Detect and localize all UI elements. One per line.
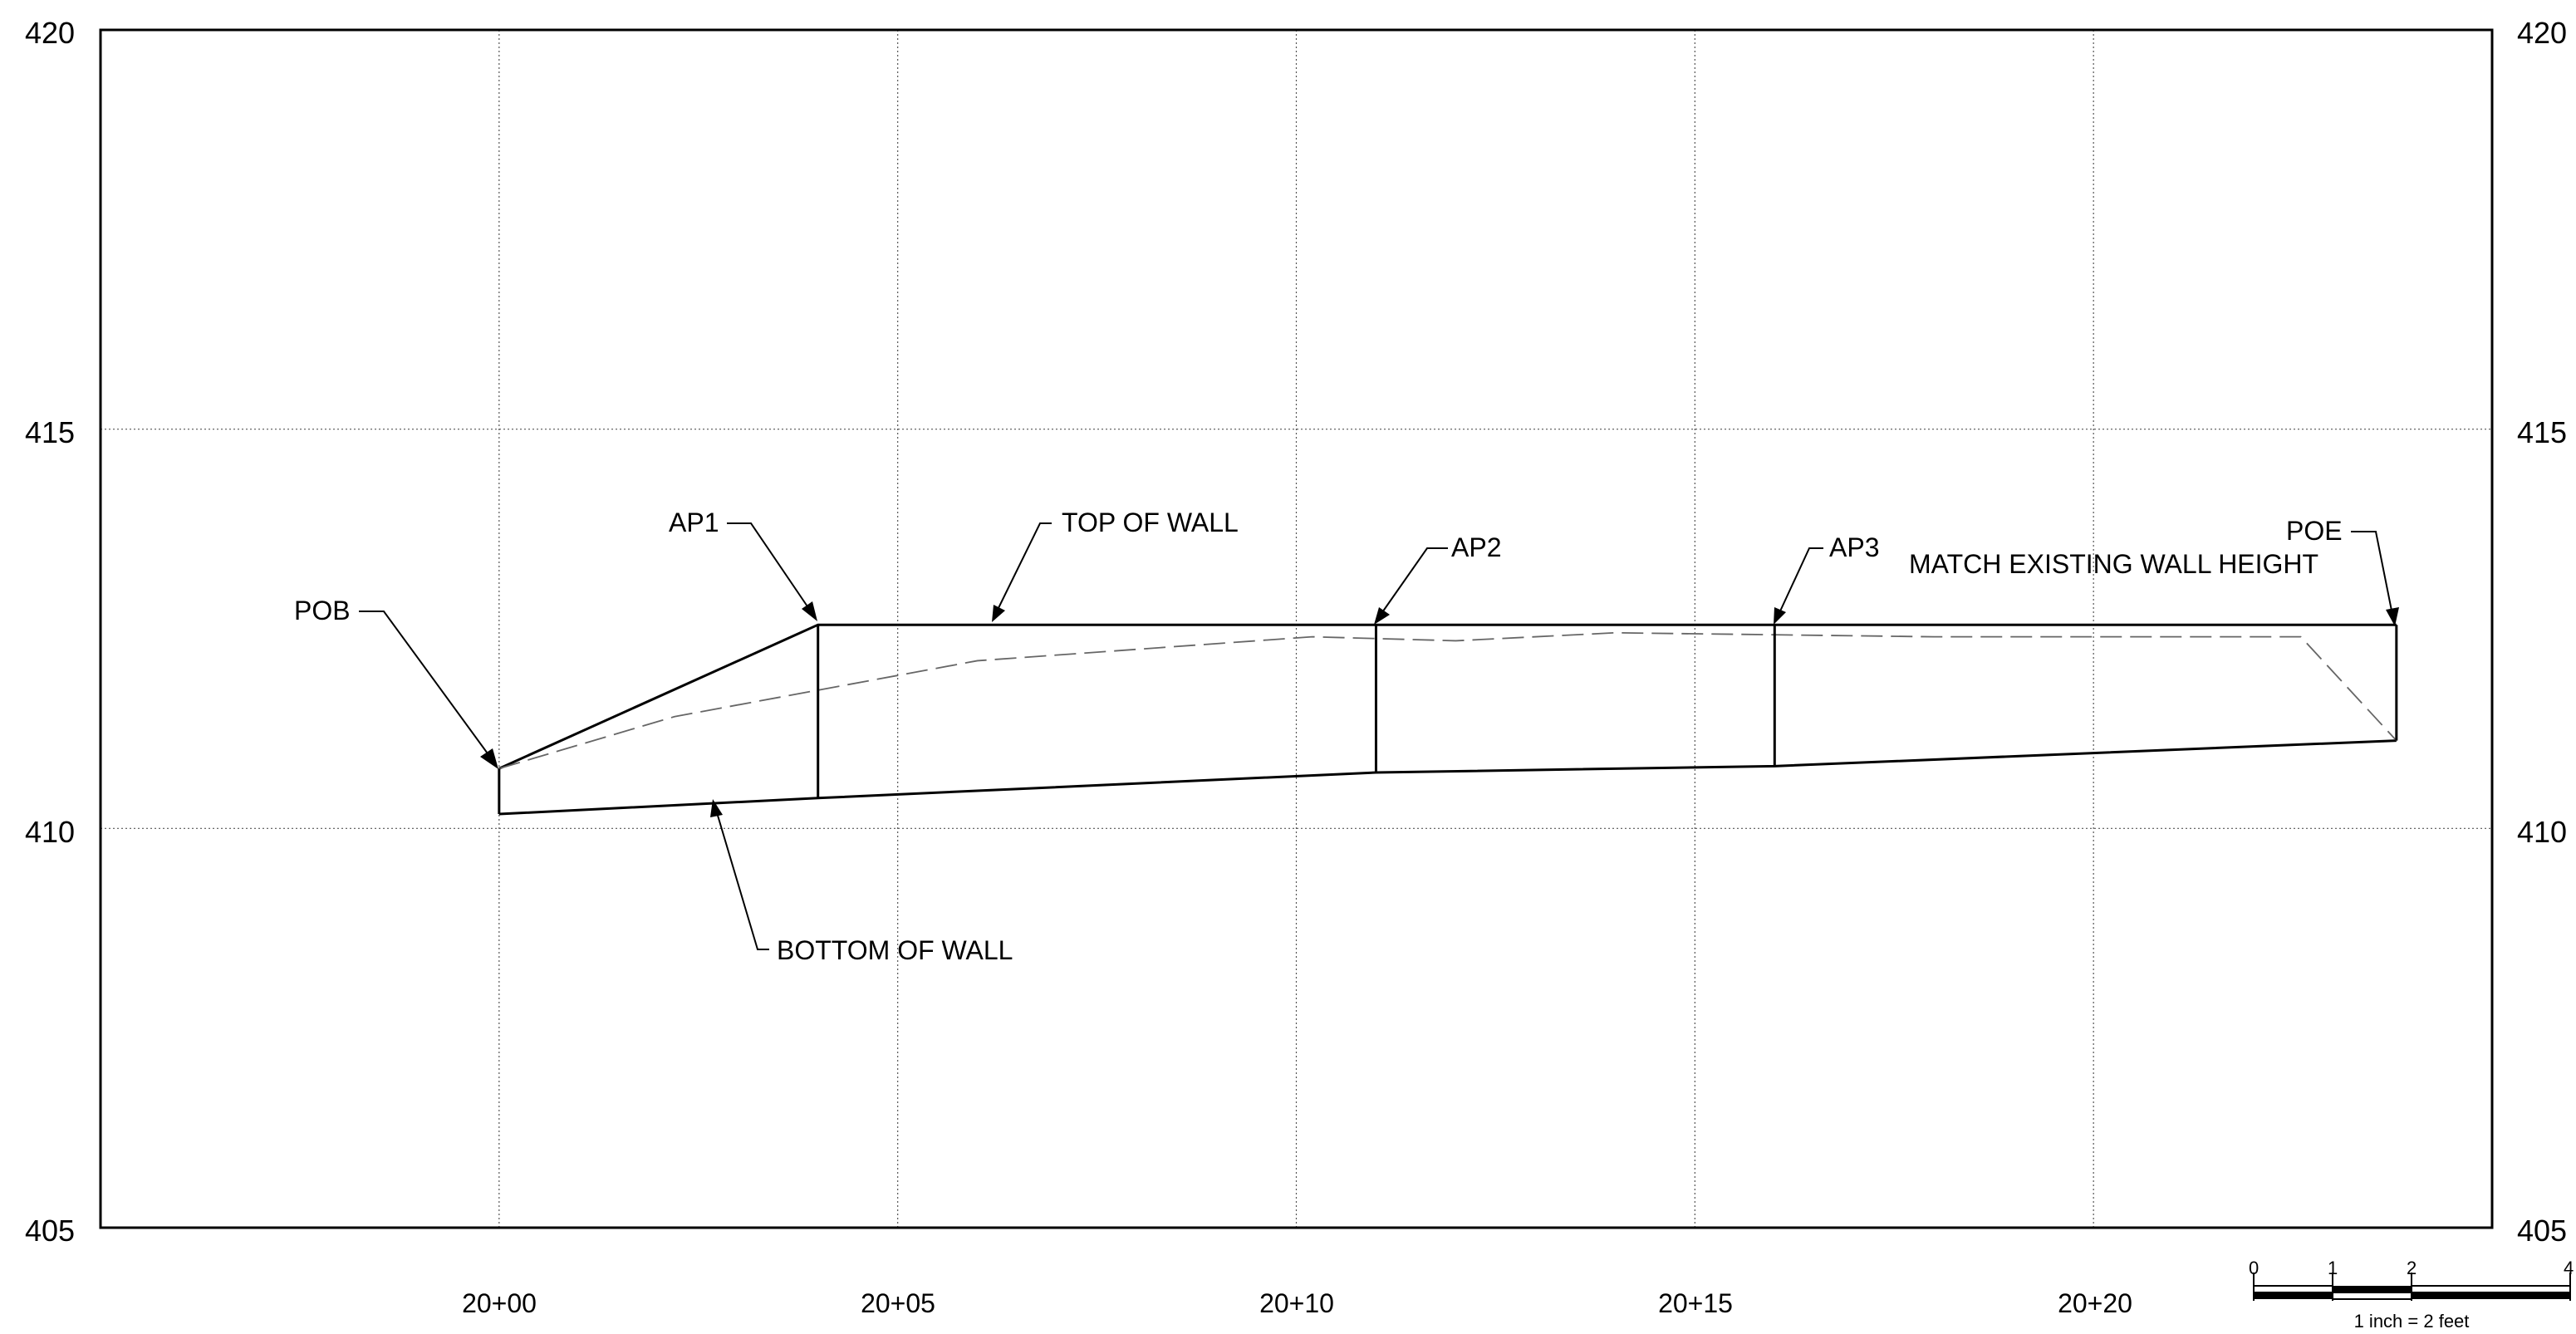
ap2-label: AP2 [1451, 532, 1501, 562]
y-tick-left: 415 [25, 415, 75, 449]
x-tick-station: 20+00 [462, 1288, 537, 1318]
scale-bar-label: 4 [2564, 1258, 2574, 1278]
ap3-label: AP3 [1829, 532, 1879, 562]
poe-label: POE [2286, 516, 2343, 546]
existing-ground-line [498, 631, 2397, 770]
poe-leader [2351, 531, 2393, 616]
bottom-of-wall-arrowhead [710, 799, 723, 817]
top-of-wall-label: TOP OF WALL [1062, 508, 1239, 537]
pob-leader [359, 611, 493, 760]
station-verticals [498, 625, 2398, 815]
y-tick-right: 405 [2517, 1214, 2567, 1248]
ap2-arrowhead [1374, 607, 1390, 625]
annotation-leaders [359, 522, 2393, 950]
plot-frame [99, 28, 2494, 1229]
ap2-leader [1380, 547, 1448, 616]
scale-bar-seg-0 [2254, 1292, 2333, 1299]
match-existing-label: MATCH EXISTING WALL HEIGHT [1909, 549, 2318, 579]
scale-bar-seg-5 [2412, 1292, 2570, 1299]
wall-linework [498, 623, 2397, 816]
pob-label: POB [294, 596, 351, 625]
top-of-wall-leader [996, 522, 1052, 612]
scale-bar-caption: 1 inch = 2 feet [2354, 1311, 2470, 1332]
x-tick-station: 20+05 [861, 1288, 935, 1318]
poe-arrowhead [2386, 607, 2399, 626]
pob-arrowhead [480, 748, 498, 769]
bottom-of-wall-leader [715, 809, 769, 950]
y-tick-left: 420 [25, 16, 75, 50]
annotation-labels: POB AP1 TOP OF WALL AP2 AP3 POE MATCH EX… [294, 508, 2343, 965]
top-of-wall-line [498, 623, 2397, 770]
station-axis-labels: 20+00 20+05 20+10 20+15 20+20 [462, 1288, 2132, 1318]
scale-bar-label: 0 [2249, 1258, 2259, 1278]
y-tick-right: 410 [2517, 815, 2567, 849]
ap3-leader [1778, 547, 1823, 616]
ap1-label: AP1 [669, 508, 719, 537]
annotation-arrowheads [480, 601, 2399, 817]
left-axis-labels: 420 415 410 405 [25, 16, 75, 1248]
top-of-wall-arrowhead [992, 605, 1005, 622]
scale-bar-seg-4 [2411, 1285, 2571, 1293]
right-axis-labels: 420 415 410 405 [2517, 16, 2567, 1248]
y-tick-left: 410 [25, 815, 75, 849]
y-tick-right: 415 [2517, 415, 2567, 449]
scale-bar-seg-3 [2253, 1285, 2333, 1293]
ap1-arrowhead [802, 601, 817, 621]
x-tick-station: 20+20 [2058, 1288, 2132, 1318]
grid-lines [101, 30, 2492, 1228]
y-tick-left: 405 [25, 1214, 75, 1248]
scale-bar-seg-2 [2333, 1286, 2412, 1292]
scale-bar-seg-1 [2332, 1292, 2412, 1300]
ap3-arrowhead [1774, 607, 1786, 625]
x-tick-station: 20+10 [1259, 1288, 1334, 1318]
scale-bar: 0 1 2 4 1 inch = 2 feet [2249, 1258, 2574, 1332]
scale-bar-label: 2 [2407, 1258, 2417, 1278]
ap1-leader [727, 522, 812, 612]
bottom-of-wall-label: BOTTOM OF WALL [777, 935, 1013, 965]
scale-bar-label: 1 [2328, 1258, 2338, 1278]
bottom-of-wall-line [498, 739, 2397, 816]
y-tick-right: 420 [2517, 16, 2567, 50]
x-tick-station: 20+15 [1658, 1288, 1733, 1318]
